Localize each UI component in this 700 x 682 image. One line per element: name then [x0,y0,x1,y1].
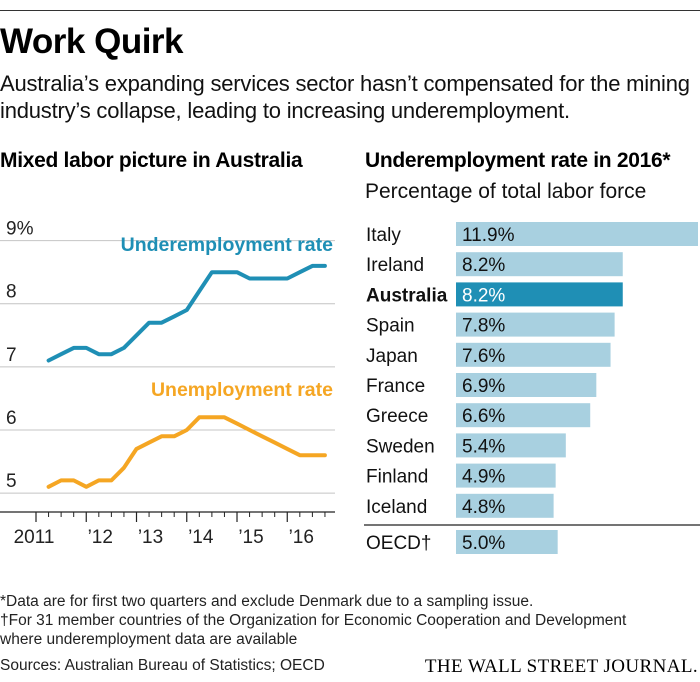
bar-category-label: France [366,376,425,397]
page-title: Work Quirk [0,22,184,61]
bar-chart-title: Underemployment rate in 2016* [365,149,671,173]
bar-category-label: Italy [366,225,401,246]
bar-category-label: Japan [366,346,418,367]
bar-value-label: 8.2% [462,285,505,306]
bar-category-label: Ireland [366,255,424,276]
y-tick-label: 5 [6,471,17,492]
bar-category-label: Spain [366,316,415,337]
bar-value-label: 5.4% [462,436,505,457]
bar [456,530,558,554]
bar [456,493,554,518]
sources: Sources: Australian Bureau of Statistics… [0,657,325,674]
bar-category-label: Iceland [366,497,427,518]
bar-category-label: Sweden [366,436,435,457]
bar [456,252,623,277]
bar-chart: Italy 11.9% Ireland 8.2% Australia 8.2% Spain 7… [364,222,700,554]
bar-value-label: 7.6% [462,346,505,367]
series-line-1 [46,415,327,489]
y-tick-label: 9% [6,219,34,240]
line-chart-title: Mixed labor picture in Australia [0,149,303,172]
bar-value-label: 6.6% [462,406,505,427]
bar-value-label: 8.2% [462,255,505,276]
x-tick-label: ’14 [188,527,214,548]
bar [456,463,556,488]
bar-value-label: 6.9% [462,376,505,397]
bar-value-label: 7.8% [462,316,505,337]
bar [456,342,611,367]
bar-category-label: Australia [366,285,448,306]
bar [456,222,698,246]
bar-value-label: 4.9% [462,467,505,488]
bar-category-label: OECD† [366,533,431,554]
bar-category-label: Finland [366,467,428,488]
footnote-1: *Data are for first two quarters and exc… [0,593,534,610]
bar [456,312,615,337]
series-line-0 [46,263,327,363]
bar [456,373,597,397]
line-chart: 9% 8 7 6 5 2011 ’12 ’13 ’14 ’15 ’16 Underemployment… [0,219,335,548]
x-tick-label: ’16 [289,527,314,548]
bar-value-label: 5.0% [462,533,505,554]
bar-value-label: 4.8% [462,497,505,518]
footnote-3: where underemployment data are available [0,631,298,648]
page-subtitle: Australia’s expanding services sector ha… [0,71,690,123]
series-label-1: Unemployment rate [151,379,333,401]
publisher-logo: THE WALL STREET JOURNAL. [424,656,698,677]
bar [456,282,623,307]
series-label-0: Underemployment rate [121,234,334,256]
y-tick-label: 8 [6,282,17,303]
x-tick-label: ’15 [238,527,263,548]
footnote-2: †For 31 member countries of the Organiza… [0,612,627,629]
y-tick-label: 7 [6,345,17,366]
y-tick-label: 6 [6,408,17,429]
bar-chart-title-text: Underemployment rate in 2016* [365,149,671,172]
bar [456,403,591,428]
bar-category-label: Greece [366,406,428,427]
x-tick-label: ’13 [138,527,163,548]
x-tick-label: 2011 [14,527,55,548]
top-rule [0,10,700,11]
bar [456,433,566,458]
bar-value-label: 11.9% [462,225,515,246]
x-tick-label: ’12 [88,527,113,548]
bar-chart-subtitle: Percentage of total labor force [365,180,647,203]
